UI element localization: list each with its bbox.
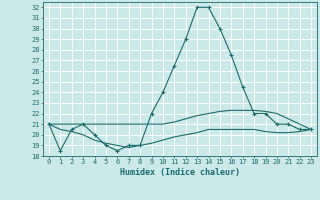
X-axis label: Humidex (Indice chaleur): Humidex (Indice chaleur)	[120, 168, 240, 177]
